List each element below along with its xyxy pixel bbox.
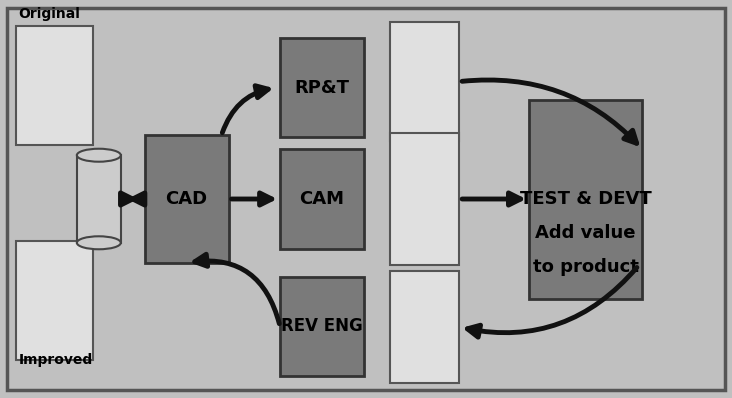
FancyBboxPatch shape	[280, 38, 365, 137]
FancyBboxPatch shape	[529, 100, 643, 298]
Text: RP&T: RP&T	[294, 78, 350, 97]
FancyBboxPatch shape	[389, 22, 460, 141]
Text: Improved: Improved	[18, 353, 92, 367]
Text: to product: to product	[533, 258, 638, 276]
FancyBboxPatch shape	[389, 271, 460, 383]
FancyBboxPatch shape	[16, 26, 94, 145]
Ellipse shape	[77, 236, 121, 249]
FancyBboxPatch shape	[144, 135, 228, 263]
Text: TEST & DEVT: TEST & DEVT	[520, 190, 651, 208]
FancyBboxPatch shape	[280, 149, 365, 249]
Text: REV ENG: REV ENG	[281, 317, 363, 336]
FancyBboxPatch shape	[389, 133, 460, 265]
FancyBboxPatch shape	[16, 241, 94, 360]
FancyBboxPatch shape	[280, 277, 365, 376]
Text: Original: Original	[18, 7, 81, 21]
Ellipse shape	[77, 149, 121, 162]
Text: Add value: Add value	[535, 224, 636, 242]
Text: CAD: CAD	[165, 190, 208, 208]
Text: CAM: CAM	[299, 190, 345, 208]
Bar	[77, 155, 121, 243]
